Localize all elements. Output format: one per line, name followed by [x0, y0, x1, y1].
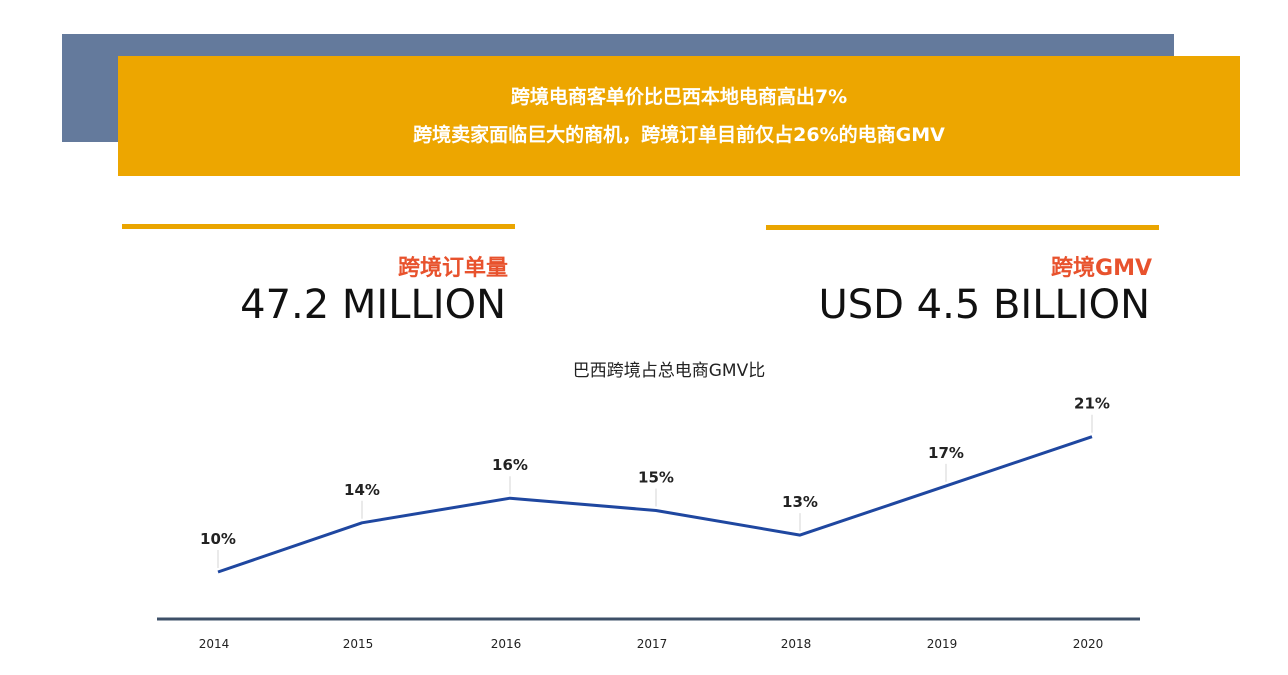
- x-tick-label: 2015: [343, 637, 374, 651]
- headline-line-1: 跨境电商客单价比巴西本地电商高出7%: [510, 86, 848, 108]
- orders-value: 47.2 MILLION: [240, 282, 506, 328]
- x-tick-label: 2016: [491, 637, 522, 651]
- x-tick-label: 2020: [1073, 637, 1104, 651]
- headline-banner: 跨境电商客单价比巴西本地电商高出7% 跨境卖家面临巨大的商机，跨境订单目前仅占2…: [118, 56, 1240, 176]
- orders-divider: [122, 224, 515, 229]
- chart-title: 巴西跨境占总电商GMV比: [572, 361, 766, 381]
- data-label: 14%: [344, 481, 380, 499]
- gmv-value: USD 4.5 BILLION: [818, 282, 1150, 328]
- x-tick-label: 2018: [781, 637, 812, 651]
- headline-line-2: 跨境卖家面临巨大的商机，跨境订单目前仅占26%的电商GMV: [413, 124, 945, 146]
- data-label: 21%: [1074, 395, 1110, 413]
- gmv-divider: [766, 225, 1159, 230]
- x-tick-label: 2019: [927, 637, 958, 651]
- data-label: 17%: [928, 444, 964, 462]
- orders-label: 跨境订单量: [397, 256, 508, 281]
- series-line: [217, 435, 1093, 574]
- data-label: 16%: [492, 456, 528, 474]
- gmv-label: 跨境GMV: [1051, 256, 1152, 281]
- x-tick-label: 2017: [637, 637, 668, 651]
- data-label: 13%: [782, 493, 818, 511]
- data-label: 10%: [200, 530, 236, 548]
- data-label: 15%: [638, 469, 674, 487]
- x-tick-label: 2014: [199, 637, 230, 651]
